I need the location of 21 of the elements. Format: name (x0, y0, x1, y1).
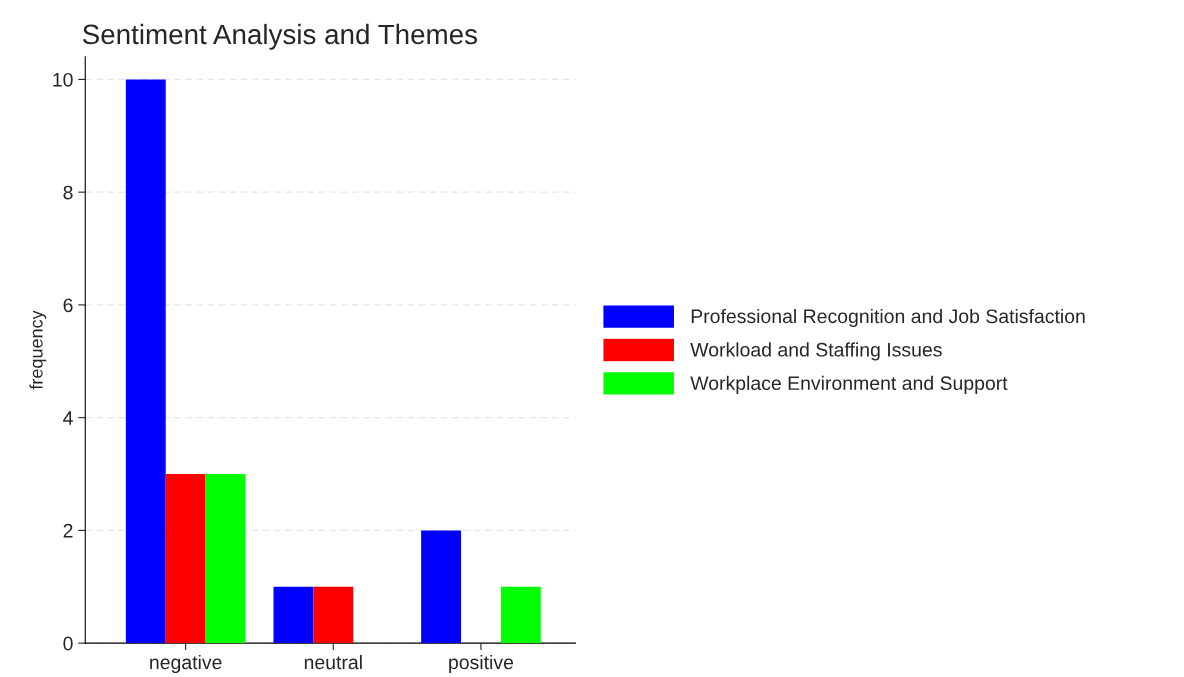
bar (500, 586, 541, 644)
x-tick-label: negative (150, 654, 222, 674)
legend-label: Workplace Environment and Support (690, 375, 1008, 394)
legend-label: Workload and Staffing Issues (690, 342, 942, 361)
y-tick-label: 8 (63, 185, 73, 200)
chart-title: Sentiment Analysis and Themes (82, 23, 478, 50)
y-tick-label: 2 (63, 523, 73, 538)
bar (421, 530, 461, 644)
x-tick-label: positive (449, 654, 514, 674)
y-tick-label: 0 (63, 636, 73, 651)
bar (273, 586, 314, 644)
legend-label: Professional Recognition and Job Satisfaction (691, 308, 1085, 328)
y-tick-label: 6 (63, 298, 73, 313)
x-tick-label: neutral (304, 654, 362, 670)
y-tick-label: 4 (63, 411, 73, 425)
bar (313, 586, 354, 644)
y-axis-title: frequency (29, 310, 47, 390)
bar (205, 474, 246, 644)
bar (125, 79, 166, 644)
y-tick-label: 10 (53, 72, 73, 87)
bar (165, 474, 206, 644)
